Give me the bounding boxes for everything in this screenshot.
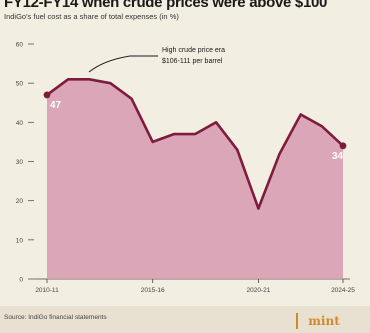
annotation-line-1: High crude price era xyxy=(162,47,225,54)
data-point xyxy=(257,207,259,209)
y-tick-label: 20 xyxy=(16,198,24,205)
data-point xyxy=(215,121,217,123)
data-marks: 47 34 xyxy=(43,78,347,209)
y-tick-label: 30 xyxy=(16,159,24,166)
annotation-line-2: $106-111 per barrel xyxy=(162,58,223,65)
data-point-marker xyxy=(43,91,51,99)
fuel-cost-chart: 0 10 20 30 40 50 60 2010-11 2015-16 2020-21 2024-2… xyxy=(16,42,356,295)
x-tick-label: 2010-11 xyxy=(35,287,59,294)
data-label: 47 xyxy=(50,100,62,111)
y-tick-label: 0 xyxy=(19,277,23,284)
data-point xyxy=(130,98,132,100)
data-point xyxy=(278,153,280,155)
annotation-pointer xyxy=(88,55,158,73)
data-point xyxy=(88,78,90,80)
mint-logo: mint xyxy=(296,313,350,329)
x-tick-label: 2015-16 xyxy=(141,287,165,294)
series-line xyxy=(46,78,344,210)
area-fill xyxy=(47,79,343,279)
data-label: 34 xyxy=(332,151,344,162)
y-tick-label: 50 xyxy=(16,81,24,88)
data-point xyxy=(321,125,323,127)
footer-bar xyxy=(0,306,370,333)
data-point xyxy=(67,78,69,80)
data-point xyxy=(194,133,196,135)
data-point xyxy=(300,113,302,115)
y-tick-label: 60 xyxy=(16,42,24,49)
source-note: Source: IndiGo financial statements xyxy=(4,314,107,321)
y-tick-label: 40 xyxy=(16,120,24,127)
data-point xyxy=(152,141,154,143)
x-tick-label: 2020-21 xyxy=(246,287,270,294)
x-tick-label: 2024-25 xyxy=(331,287,355,294)
chart-title: FY12-FY14 when crude prices were above $… xyxy=(4,0,328,11)
chart-subtitle: IndiGo's fuel cost as a share of total e… xyxy=(4,12,179,21)
data-point xyxy=(236,149,238,151)
y-tick-label: 10 xyxy=(16,237,24,244)
data-point-marker xyxy=(339,142,347,150)
annotation: High crude price era $106-111 per barrel xyxy=(88,47,225,73)
data-point xyxy=(109,82,111,84)
data-point xyxy=(173,133,175,135)
